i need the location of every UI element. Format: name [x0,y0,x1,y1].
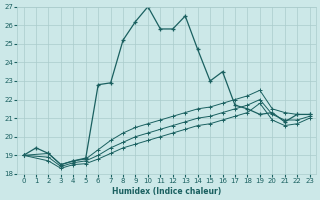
X-axis label: Humidex (Indice chaleur): Humidex (Indice chaleur) [112,187,221,196]
